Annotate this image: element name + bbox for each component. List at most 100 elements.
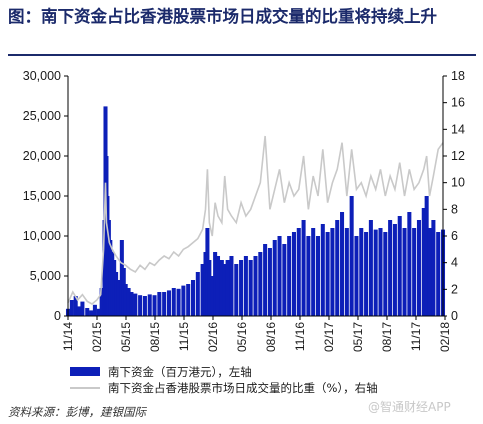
bar-mark [114,272,119,316]
bar-mark [407,212,412,316]
bar-mark [320,224,325,316]
bar-mark [349,196,354,316]
bar-mark [248,260,253,316]
x-tick-label: 05/17 [351,322,365,352]
bar-mark [76,306,81,316]
right-tick-label: 14 [451,122,465,136]
bar-mark [210,276,215,316]
bar-mark [315,236,321,316]
bar-mark [123,284,128,316]
x-tick-label: 05/15 [119,322,133,352]
bar-mark [186,284,191,316]
axes: 0 5,000 10,000 15,000 20,000 25,000 30,000 0 2 4 6… [23,69,465,352]
bar-mark [296,228,301,316]
bar-mark [306,236,311,316]
bar-mark [152,295,157,316]
x-tick-label: 11/14 [61,322,75,351]
bar-mark [416,220,421,316]
bar-mark [282,244,287,316]
bar-mark [215,256,221,316]
left-tick-label: 30,000 [23,69,61,83]
bar-mark [291,232,296,316]
bar-mark [402,228,407,316]
right-tick-label: 16 [451,96,465,110]
bar-mark [243,256,248,316]
bar-mark [427,228,432,316]
left-tick-label: 15,000 [23,189,61,203]
bar-mark [287,236,292,316]
line-series [67,135,444,305]
bar-mark [239,260,244,316]
bar-mark [225,260,230,316]
bar-mark [272,240,277,316]
bar-mark [73,296,78,316]
bar-mark [335,220,340,316]
bar-mark [267,248,272,316]
bar-mark [80,301,85,316]
bar-mark [234,264,239,316]
bar-mark [142,296,147,316]
left-tick-label: 0 [54,309,61,323]
bar-mark [195,272,200,316]
left-tick-label: 20,000 [23,149,61,163]
bar-mark [162,292,167,316]
bar-mark [253,256,258,316]
bar-mark [421,208,426,316]
bar-mark [229,256,234,316]
bar-mark [116,280,121,316]
right-tick-label: 4 [451,256,458,270]
left-tick-label: 5,000 [30,269,61,283]
bar-mark [147,294,152,316]
bar-mark [368,220,373,316]
title-divider [8,54,476,56]
bar-mark [383,232,388,316]
x-tick-label: 02/17 [322,322,336,352]
right-tick-label: 18 [451,69,465,83]
bar-mark [133,293,138,316]
bar-mark [219,260,224,316]
legend-line-label: 南下资金占香港股票市场日成交量的比重（%），右轴 [108,381,378,395]
right-tick-label: 8 [451,202,458,216]
bar-mark [378,228,383,316]
bar-mark [301,220,306,316]
x-tick-label: 02/16 [206,322,220,352]
bar-mark [340,212,345,316]
right-tick-label: 12 [451,149,465,163]
bar-mark [213,252,218,316]
bar-mark [85,308,90,316]
legend-bar-label: 南下资金（百万港元），左轴 [108,365,252,379]
bar-series [65,106,446,317]
x-tick-label: 02/18 [438,322,452,352]
x-tick-label: 02/15 [90,322,104,352]
x-tick-label: 11/17 [409,322,423,351]
legend-bar-swatch [70,367,100,376]
right-tick-label: 0 [451,309,458,323]
right-tick-label: 10 [451,176,465,190]
bar-mark [311,228,316,316]
bar-mark [166,290,171,316]
bar-mark [359,228,364,316]
source-note: 资料来源：彭博，建银国际 [8,405,146,419]
page-title: 图：南下资金占比香港股票市场日成交量的比重将持续上升 [8,7,437,26]
bar-mark [344,228,349,316]
bar-mark [330,228,335,316]
bar-mark [96,308,101,316]
bar-mark [126,288,131,316]
bar-mark [129,292,134,316]
bar-mark [222,264,227,316]
bar-mark [412,228,417,316]
bar-mark [89,310,94,316]
bar-mark [277,236,282,316]
bar-mark [436,232,441,316]
bar-mark [424,196,429,316]
bar-mark [263,244,268,316]
x-tick-label: 08/16 [264,322,278,352]
bar-mark [157,292,162,316]
bar-mark [364,232,369,316]
bar-mark [190,280,196,316]
x-tick-label: 08/17 [380,322,394,352]
bar-mark [354,236,359,316]
bar-mark [99,288,104,316]
